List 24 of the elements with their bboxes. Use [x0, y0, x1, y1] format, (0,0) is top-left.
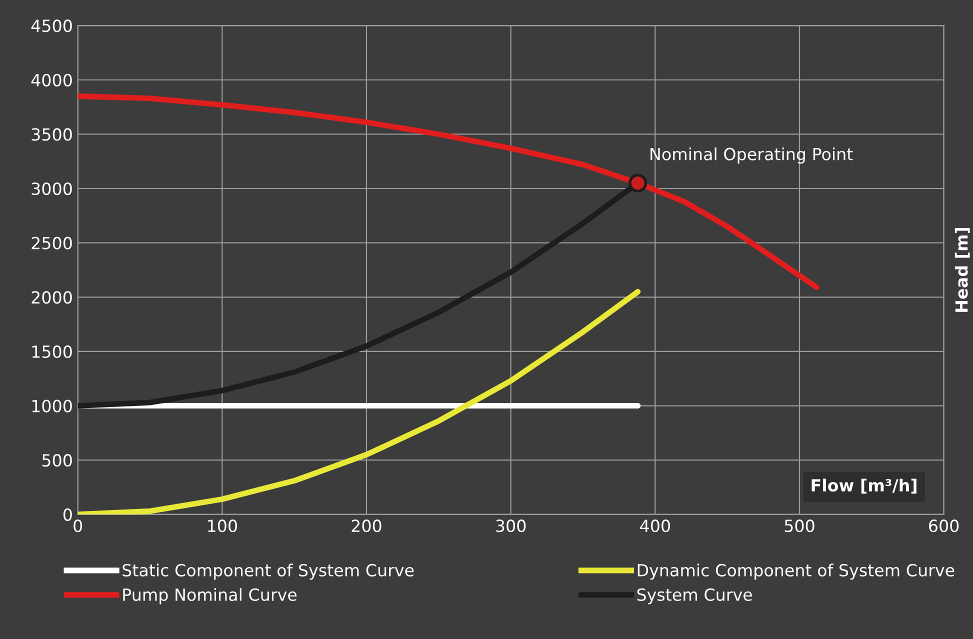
x-tick-label: 300: [496, 520, 526, 532]
legend-label: Pump Nominal Curve: [123, 588, 297, 604]
x-axis-title: Flow [m³/h]: [812, 478, 916, 494]
y-tick-label: 4000: [31, 74, 72, 86]
y-tick-label: 500: [42, 454, 72, 467]
legend-label: Static Component of System Curve: [122, 564, 414, 580]
annotation: Nominal Operating Point: [650, 148, 853, 164]
y-tick-label: 1000: [32, 400, 72, 412]
y-tick-label: 3500: [32, 128, 72, 141]
x-tick-label: 0: [74, 520, 82, 532]
y-tick-label: 0: [63, 508, 72, 521]
y-tick-label: 3000: [32, 182, 72, 196]
y-tick-label: 1500: [32, 345, 72, 358]
y-tick-label: 2500: [32, 236, 72, 250]
y-axis-title: Head [m]: [954, 228, 970, 312]
x-tick-label: 200: [352, 520, 382, 532]
y-tick-label: 2000: [32, 291, 72, 304]
x-tick-label: 600: [929, 520, 959, 532]
x-tick-label: 400: [640, 520, 670, 532]
legend-label: Dynamic Component of System Curve: [638, 564, 954, 580]
legend-label: System Curve: [637, 588, 752, 604]
x-tick-label: 100: [208, 520, 237, 532]
x-tick-label: 500: [784, 520, 814, 532]
y-tick-label: 4500: [31, 20, 72, 32]
